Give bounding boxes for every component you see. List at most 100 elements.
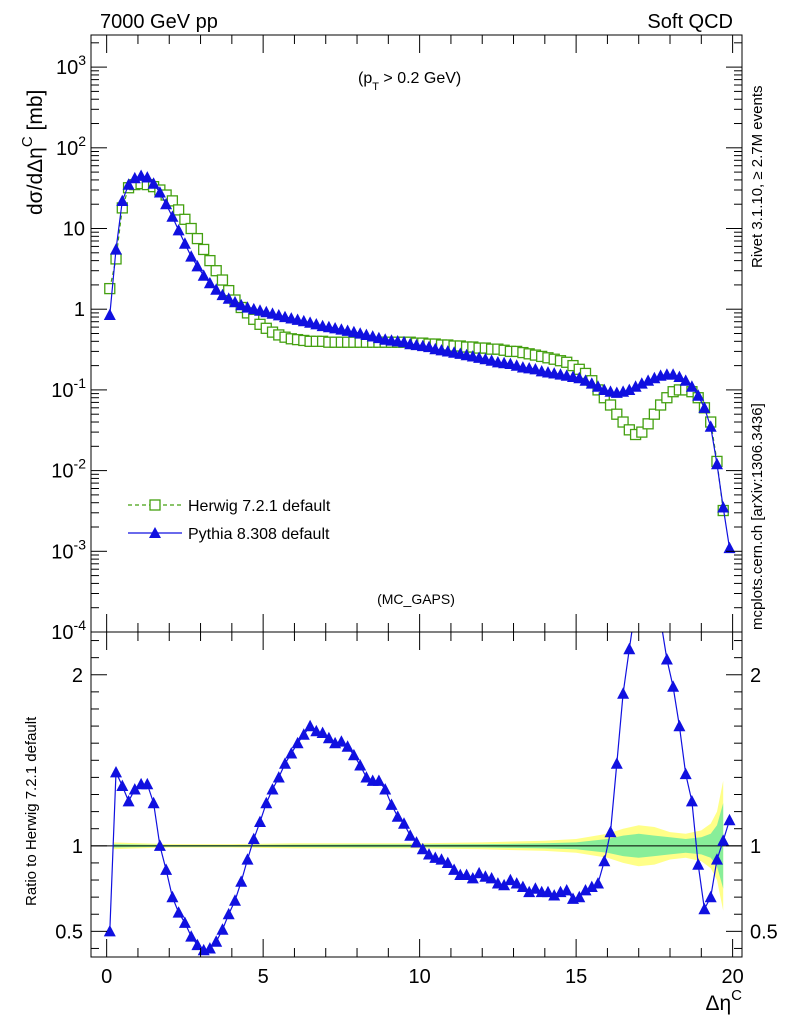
data-point [685,380,698,392]
data-point [723,813,736,826]
y-tick-label: 103 [56,52,86,79]
legend-label: Pythia 8.308 default [188,526,330,543]
data-point [260,796,273,809]
data-point [573,371,586,384]
ratio-y-tick-label-right: 2 [750,665,761,687]
data-point [297,728,310,740]
rivet-label: Rivet 3.1.10, ≥ 2.7M events [749,86,766,269]
data-point [679,767,692,780]
data-point [172,224,185,236]
data-point [623,642,636,655]
data-point [372,774,385,786]
data-point [229,894,241,906]
data-point [679,374,692,386]
data-point [711,853,723,865]
ratio-y-tick-label: 0.5 [55,921,83,943]
y-tick-label: 10-4 [51,617,86,644]
data-point [711,457,723,470]
data-point [222,907,235,920]
data-point [178,916,191,928]
data-point [516,880,529,892]
data-point [122,178,135,190]
data-point [172,906,185,918]
data-point [523,885,536,898]
data-point [579,374,592,386]
y-axis-label-base: dσ/dΔη [24,147,47,215]
legend-label: Herwig 7.2.1 default [188,498,331,515]
y-tick-label: 10-3 [51,536,86,563]
data-point [354,759,367,771]
y-tick-label-base: 10 [56,57,78,79]
x-tick-label: 20 [721,966,743,988]
data-point [254,815,266,827]
data-point [592,380,604,392]
data-point [673,370,686,382]
data-point [110,766,122,778]
data-point [604,825,617,838]
data-point [404,829,417,841]
y-tick-label: 10-2 [51,456,86,483]
data-point [661,392,673,404]
ratio-xtick-labels: 0 5 10 15 20 [101,966,744,988]
data-point [216,288,229,301]
data-point [660,653,673,665]
data-point [441,856,454,868]
data-point [185,930,198,942]
header-right: Soft QCD [647,11,733,33]
x-axis-label-sup: C [731,987,742,1004]
y-tick-label-base: 10 [51,380,73,402]
data-point [210,935,223,947]
data-point [573,890,586,903]
data-point [548,889,561,901]
data-point [416,842,429,855]
y-tick-label: 1 [74,299,85,321]
x-tick-label: 5 [258,966,269,988]
ratio-y-tick-label: 2 [72,665,83,687]
main-ticks [91,35,742,633]
data-point [623,383,636,395]
data-point [235,875,248,887]
data-point [629,380,642,392]
x-axis-label: ΔηC [705,987,742,1015]
data-point [203,942,216,954]
data-point [322,731,335,744]
data-point [347,748,360,761]
data-point [385,798,398,810]
data-point [103,925,116,937]
watermark: (MC_GAPS) [377,591,455,607]
data-point [667,680,680,692]
data-point [610,757,623,769]
data-point [116,194,129,206]
y-tick-label: 10 [63,219,85,241]
main-series [103,169,736,554]
ratio-y-axis-label: Ratio to Herwig 7.2.1 default [23,716,40,906]
legend-marker [149,527,161,538]
data-point [104,282,116,295]
data-point [216,274,229,286]
data-point [116,779,129,791]
data-point [210,283,223,295]
data-point [272,771,285,783]
data-point [178,237,191,249]
data-point [185,250,198,262]
data-point [241,853,254,865]
data-point [673,719,686,732]
data-point [191,232,204,245]
data-point [204,254,216,267]
data-point [160,197,173,210]
y-axis-label-tail: [mb] [24,90,47,137]
data-point [604,399,617,411]
data-point [717,834,730,846]
data-point [398,817,410,829]
data-point [692,389,705,401]
ratio-y-tick-label-right: 0.5 [750,921,778,943]
data-point [147,177,160,189]
data-point [498,878,511,891]
data-point [579,884,592,896]
y-tick-label-base: 10 [56,138,78,160]
y-axis-label-sup: C [19,136,36,147]
x-tick-label: 0 [101,966,112,988]
